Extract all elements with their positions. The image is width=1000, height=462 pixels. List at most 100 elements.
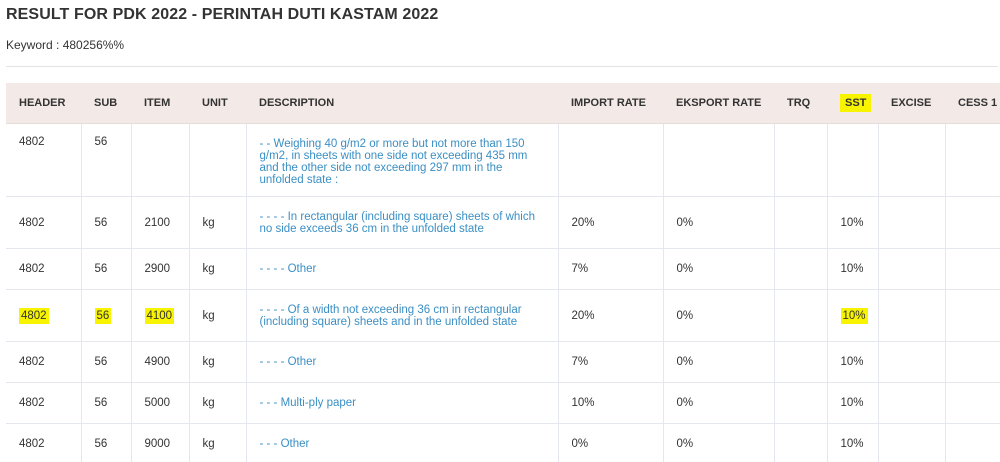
cell-trq: [773, 248, 828, 290]
cell-sst: [826, 123, 879, 197]
col-header-item[interactable]: ITEM: [131, 83, 189, 124]
table-row: 4802 56 - - Weighing 40 g/m2 or more but…: [6, 123, 1000, 197]
col-header-sub[interactable]: SUB: [81, 83, 131, 124]
cell-header: 4802: [6, 196, 82, 249]
cell-item: 4900: [130, 341, 190, 383]
col-header-eksport-rate[interactable]: EKSPORT RATE: [663, 83, 774, 124]
cell-import-rate: 20%: [557, 196, 664, 249]
cell-eksport-rate: 0%: [662, 289, 775, 342]
keyword-label: Keyword :: [6, 38, 63, 52]
cell-sst: 10%: [826, 341, 879, 383]
cell-sub: 56: [80, 248, 132, 290]
results-table: HEADER SUB ITEM UNIT DESCRIPTION IMPORT …: [6, 83, 1000, 462]
highlight-mark: 4802: [19, 307, 49, 324]
cell-unit: kg: [188, 196, 247, 249]
highlight-mark: 10%: [840, 307, 868, 324]
cell-cess1: [944, 289, 1000, 342]
col-header-trq[interactable]: TRQ: [774, 83, 827, 124]
cell-sst: 10%: [826, 289, 879, 342]
cell-eksport-rate: 0%: [662, 196, 775, 249]
cell-sub: 56: [80, 341, 132, 383]
cell-trq: [773, 341, 828, 383]
cell-cess1: [944, 248, 1000, 290]
results-table-container[interactable]: HEADER SUB ITEM UNIT DESCRIPTION IMPORT …: [6, 83, 1000, 462]
cell-item: 4100: [130, 289, 190, 342]
col-header-unit[interactable]: UNIT: [189, 83, 246, 124]
cell-description: - - - - Other: [245, 248, 559, 290]
cell-unit: kg: [188, 289, 247, 342]
cell-sub: 56: [80, 382, 132, 424]
cell-eksport-rate: 0%: [662, 341, 775, 383]
cell-header: 4802: [6, 423, 82, 462]
search-keyword: Keyword : 480256%%: [6, 38, 124, 52]
cell-sst: 10%: [826, 196, 879, 249]
cell-header: 4802: [6, 289, 82, 342]
cell-description: - - - Other: [245, 423, 559, 462]
col-header-cess-1[interactable]: CESS 1: [945, 83, 1000, 124]
cell-item: 9000: [130, 423, 190, 462]
cell-unit: kg: [188, 423, 247, 462]
cell-import-rate: 20%: [557, 289, 664, 342]
cell-unit: kg: [188, 341, 247, 383]
cell-import-rate: 7%: [557, 341, 664, 383]
cell-trq: [773, 123, 828, 197]
cell-import-rate: 0%: [557, 423, 664, 462]
cell-eksport-rate: 0%: [662, 248, 775, 290]
cell-cess1: [944, 341, 1000, 383]
cell-item: [130, 123, 190, 197]
table-row: 4802 56 2100 kg - - - - In rectangular (…: [6, 196, 1000, 249]
table-row: 4802 56 2900 kg - - - - Other 7% 0% 10%: [6, 248, 1000, 290]
cell-trq: [773, 423, 828, 462]
cell-sst: 10%: [826, 382, 879, 424]
divider: [6, 66, 998, 67]
cell-cess1: [944, 423, 1000, 462]
cell-unit: kg: [188, 382, 247, 424]
cell-item: 2100: [130, 196, 190, 249]
cell-sub: 56: [80, 123, 132, 197]
cell-excise: [877, 382, 946, 424]
cell-eksport-rate: 0%: [662, 423, 775, 462]
cell-cess1: [944, 196, 1000, 249]
cell-description: - - - - Other: [245, 341, 559, 383]
cell-description: - - Weighing 40 g/m2 or more but not mor…: [245, 123, 559, 197]
cell-excise: [877, 341, 946, 383]
cell-unit: kg: [188, 248, 247, 290]
cell-import-rate: [557, 123, 664, 197]
cell-trq: [773, 289, 828, 342]
cell-sub: 56: [80, 196, 132, 249]
cell-item: 2900: [130, 248, 190, 290]
cell-cess1: [944, 382, 1000, 424]
cell-sub: 56: [80, 289, 132, 342]
cell-excise: [877, 248, 946, 290]
cell-trq: [773, 196, 828, 249]
highlight-mark: SST: [840, 94, 872, 112]
col-header-import-rate[interactable]: IMPORT RATE: [558, 83, 663, 124]
cell-cess1: [944, 123, 1000, 197]
table-row-highlighted: 4802 56 4100 kg - - - - Of a width not e…: [6, 289, 1000, 342]
cell-eksport-rate: 0%: [662, 382, 775, 424]
cell-header: 4802: [6, 341, 82, 383]
cell-eksport-rate: [662, 123, 775, 197]
cell-sst: 10%: [826, 248, 879, 290]
cell-excise: [877, 423, 946, 462]
cell-excise: [877, 123, 946, 197]
cell-item: 5000: [130, 382, 190, 424]
cell-description: - - - - In rectangular (including square…: [245, 196, 559, 249]
table-row: 4802 56 5000 kg - - - Multi-ply paper 10…: [6, 382, 1000, 424]
col-header-sst[interactable]: SST: [827, 83, 878, 124]
table-header-row: HEADER SUB ITEM UNIT DESCRIPTION IMPORT …: [6, 83, 1000, 124]
col-header-excise[interactable]: EXCISE: [878, 83, 945, 124]
page-title: RESULT FOR PDK 2022 - PERINTAH DUTI KAST…: [6, 6, 439, 23]
cell-description: - - - Multi-ply paper: [245, 382, 559, 424]
cell-import-rate: 10%: [557, 382, 664, 424]
highlight-mark: 56: [94, 307, 112, 324]
cell-excise: [877, 196, 946, 249]
highlight-mark: 4100: [144, 307, 175, 324]
cell-header: 4802: [6, 382, 82, 424]
cell-description: - - - - Of a width not exceeding 36 cm i…: [245, 289, 559, 342]
table-row: 4802 56 9000 kg - - - Other 0% 0% 10%: [6, 423, 1000, 462]
cell-excise: [877, 289, 946, 342]
cell-header: 4802: [6, 123, 82, 197]
col-header-description[interactable]: DESCRIPTION: [246, 83, 558, 124]
col-header-header[interactable]: HEADER: [6, 83, 81, 124]
